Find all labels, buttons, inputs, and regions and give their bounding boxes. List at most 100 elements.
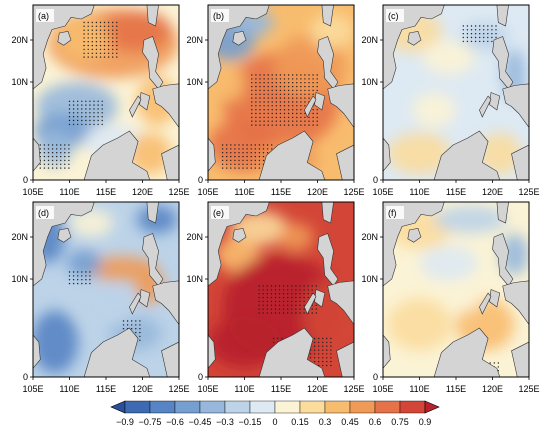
- y-tick-label: 20N: [361, 232, 378, 242]
- y-tick-label: 10N: [186, 274, 203, 284]
- y-tick-label: 10N: [11, 274, 28, 284]
- x-tick-label: 110E: [409, 187, 429, 197]
- colorbar-label: −0.15: [239, 417, 262, 427]
- x-tick-label: 115E: [446, 384, 466, 394]
- y-tick-label: 10N: [361, 77, 378, 87]
- x-tick-label: 120E: [307, 187, 328, 197]
- x-tick-label: 115E: [271, 187, 291, 197]
- y-tick-label: 20N: [361, 35, 378, 45]
- x-tick-label: 125E: [168, 187, 189, 197]
- colorbar-swatch: [249, 400, 276, 414]
- x-tick-label: 115E: [96, 384, 116, 394]
- colorbar-swatch: [149, 400, 176, 414]
- panel-label: (f): [388, 208, 397, 218]
- colorbar-label: 0.45: [341, 417, 359, 427]
- y-tick-label: 0: [373, 175, 378, 185]
- map-panel-e: (e) 105E 110E 115E 120E 125E 0 10N 20N: [186, 201, 365, 394]
- x-tick-label: 120E: [307, 384, 328, 394]
- colorbar-swatch: [174, 400, 201, 414]
- x-tick-label: 120E: [132, 384, 153, 394]
- map-panel-c: (c) 105E 110E 115E 120E 125E 0 10N 20N: [361, 4, 540, 197]
- colorbar-label: 0.15: [291, 417, 309, 427]
- panel-label: (a): [38, 11, 49, 21]
- land-mask: [33, 202, 179, 377]
- panel-label: (c): [388, 11, 399, 21]
- y-tick-label: 20N: [186, 232, 203, 242]
- colorbar-swatch: [199, 400, 226, 414]
- colorbar-swatch: [224, 400, 251, 414]
- x-tick-label: 105E: [197, 187, 218, 197]
- x-tick-label: 115E: [446, 187, 466, 197]
- colorbar-max-arrow: [424, 400, 440, 414]
- x-tick-label: 125E: [168, 384, 189, 394]
- x-tick-label: 105E: [197, 384, 218, 394]
- y-tick-label: 10N: [11, 77, 28, 87]
- y-tick-label: 20N: [11, 35, 28, 45]
- map-panel-a: (a) 105E 110E 115E 120E 125E 0 10N 20N: [11, 4, 190, 197]
- x-tick-label: 110E: [59, 187, 79, 197]
- significance-dots: [39, 21, 118, 169]
- anomaly-field: [33, 5, 179, 180]
- x-tick-label: 110E: [409, 384, 429, 394]
- colorbar-swatch: [349, 400, 376, 414]
- land-mask: [208, 5, 354, 180]
- x-tick-label: 115E: [96, 187, 116, 197]
- x-tick-label: 110E: [234, 187, 254, 197]
- y-tick-label: 0: [373, 372, 378, 382]
- land-mask: [33, 5, 179, 180]
- x-tick-label: 120E: [132, 187, 153, 197]
- land-mask: [383, 5, 529, 180]
- x-tick-label: 105E: [372, 187, 393, 197]
- y-tick-label: 10N: [186, 77, 203, 87]
- anomaly-field: [208, 5, 354, 180]
- colorbar-label: −0.3: [216, 417, 234, 427]
- x-tick-label: 110E: [234, 384, 254, 394]
- colorbar-label: 0.9: [419, 417, 432, 427]
- colorbar-swatch: [374, 400, 401, 414]
- x-tick-label: 125E: [343, 384, 364, 394]
- y-tick-label: 20N: [11, 232, 28, 242]
- y-tick-label: 10N: [361, 274, 378, 284]
- map-panel-f: (f) 105E 110E 115E 120E 125E 0 10N 20N: [361, 201, 540, 394]
- panel-label: (e): [213, 208, 224, 218]
- x-tick-label: 110E: [59, 384, 79, 394]
- significance-dots: [462, 25, 497, 43]
- anomaly-field: [383, 202, 529, 377]
- colorbar-label: −0.45: [189, 417, 212, 427]
- colorbar-label: −0.6: [166, 417, 184, 427]
- y-tick-label: 0: [23, 372, 28, 382]
- y-tick-label: 0: [23, 175, 28, 185]
- y-tick-label: 20N: [186, 35, 203, 45]
- colorbar-swatch: [299, 400, 326, 414]
- land-mask: [208, 202, 354, 377]
- colorbar-swatch: [274, 400, 301, 414]
- x-tick-label: 115E: [271, 384, 291, 394]
- colorbar: −0.9 −0.75 −0.6 −0.45 −0.3 −0.15 0 0.15 0.3 0.45 0…: [110, 400, 440, 427]
- colorbar-swatch: [324, 400, 351, 414]
- map-panel-d: (d) 105E 110E 115E 120E 125E 0 10N 20N: [11, 201, 190, 394]
- anomaly-field: [208, 202, 354, 377]
- y-tick-label: 0: [198, 175, 203, 185]
- colorbar-swatch: [399, 400, 426, 414]
- colorbar-label: −0.9: [116, 417, 134, 427]
- anomaly-field: [383, 5, 529, 180]
- x-tick-label: 125E: [518, 384, 539, 394]
- x-tick-label: 120E: [482, 384, 503, 394]
- x-tick-label: 105E: [372, 384, 393, 394]
- colorbar-label: −0.75: [139, 417, 162, 427]
- panel-label: (d): [38, 208, 49, 218]
- x-tick-label: 105E: [22, 384, 43, 394]
- map-panel-b: (b) 105E 110E 115E 120E 125E 0 10N 20N: [186, 4, 365, 197]
- colorbar-label: 0.75: [391, 417, 409, 427]
- x-tick-label: 105E: [22, 187, 43, 197]
- x-tick-label: 125E: [343, 187, 364, 197]
- panel-label: (b): [213, 11, 224, 21]
- colorbar-swatch: [124, 400, 151, 414]
- colorbar-min-arrow: [110, 400, 126, 414]
- colorbar-label: 0.3: [319, 417, 332, 427]
- x-tick-label: 120E: [482, 187, 503, 197]
- y-tick-label: 0: [198, 372, 203, 382]
- x-tick-label: 125E: [518, 187, 539, 197]
- anomaly-field: [33, 202, 179, 377]
